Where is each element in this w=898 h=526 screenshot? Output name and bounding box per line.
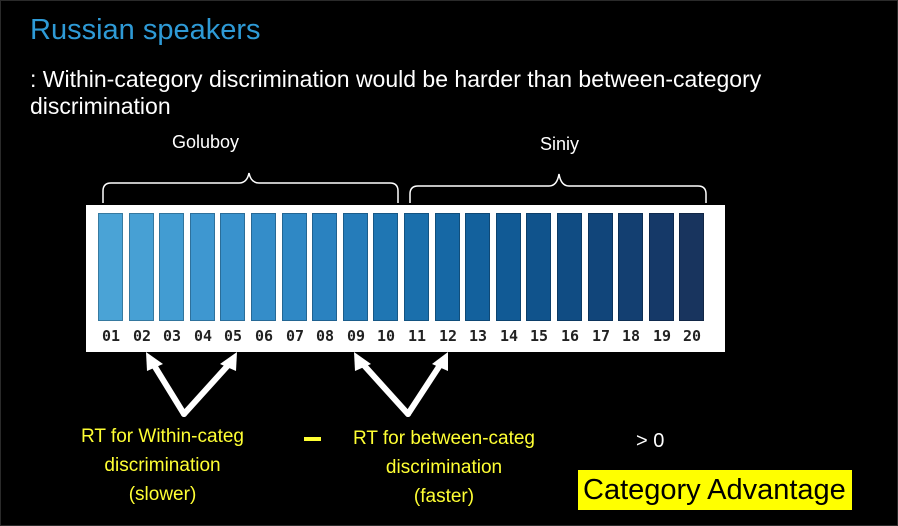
minus-sign	[304, 437, 321, 441]
color-swatch	[496, 213, 521, 321]
rt-between-line-2: discrimination	[385, 457, 503, 478]
color-swatch	[282, 213, 307, 321]
swatch-number: 11	[407, 327, 427, 345]
arrowhead-12	[432, 352, 448, 371]
arrow-to-05	[181, 359, 234, 417]
rt-between-line-1: RT for between-categ	[352, 428, 535, 449]
swatch-number: 05	[223, 327, 243, 345]
swatch-number: 09	[346, 327, 366, 345]
color-swatch	[98, 213, 123, 321]
color-swatch	[588, 213, 613, 321]
swatch-number: 03	[162, 327, 182, 345]
swatch-number: 18	[621, 327, 641, 345]
greater-than-zero: > 0	[636, 430, 665, 452]
color-swatch	[618, 213, 643, 321]
color-swatch	[373, 213, 398, 321]
swatch-number: 14	[499, 327, 519, 345]
rt-within-line-1: RT for Within-categ	[81, 426, 244, 447]
swatch-number: 08	[315, 327, 335, 345]
color-swatch	[649, 213, 674, 321]
color-swatch	[251, 213, 276, 321]
arrow-to-09	[358, 359, 411, 417]
goluboy-label: Goluboy	[172, 132, 240, 152]
swatch-number: 04	[193, 327, 213, 345]
arrow-to-02	[149, 359, 187, 417]
swatch-number: 17	[591, 327, 611, 345]
arrowhead-09	[354, 352, 371, 371]
swatch-number: 19	[652, 327, 672, 345]
swatch-number: 10	[376, 327, 396, 345]
rt-between-line-3: (faster)	[413, 486, 475, 507]
rt-within-line-3: (slower)	[128, 484, 197, 505]
slide-subtitle: : Within-category discrimination would b…	[30, 66, 762, 119]
swatch-number: 20	[682, 327, 702, 345]
swatch-number: 15	[529, 327, 549, 345]
rt-within-line-2: discrimination	[104, 455, 221, 476]
color-swatch	[557, 213, 582, 321]
color-swatch	[526, 213, 551, 321]
rt-between-label: RT for between-categ discrimination (fas…	[334, 424, 554, 511]
color-swatch	[465, 213, 490, 321]
color-swatch	[343, 213, 368, 321]
arrow-to-12	[405, 359, 445, 417]
color-swatch	[404, 213, 429, 321]
color-swatch	[679, 213, 704, 321]
category-advantage-badge: Category Advantage	[578, 470, 852, 510]
color-swatch	[159, 213, 184, 321]
goluboy-brace	[102, 172, 399, 203]
swatch-number: 13	[468, 327, 488, 345]
blue-color-strip: 01 02 03 04 05 06 07 08 09 10 11 12 13 14 15 16 17 18 19 20	[86, 205, 725, 352]
swatch-number: 16	[560, 327, 580, 345]
swatch-number: 07	[285, 327, 305, 345]
arrowhead-05	[220, 352, 237, 371]
rt-within-label: RT for Within-categ discrimination (slow…	[60, 422, 265, 509]
color-swatch	[190, 213, 215, 321]
siniy-label: Siniy	[540, 134, 580, 154]
color-swatch	[435, 213, 460, 321]
color-swatch	[220, 213, 245, 321]
swatch-number: 02	[132, 327, 152, 345]
color-swatch	[312, 213, 337, 321]
color-swatch	[129, 213, 154, 321]
siniy-brace	[409, 173, 707, 203]
swatch-number: 12	[438, 327, 458, 345]
swatch-number: 01	[101, 327, 121, 345]
slide-title: Russian speakers	[30, 14, 261, 46]
swatch-number: 06	[254, 327, 274, 345]
arrowhead-02	[146, 352, 163, 371]
